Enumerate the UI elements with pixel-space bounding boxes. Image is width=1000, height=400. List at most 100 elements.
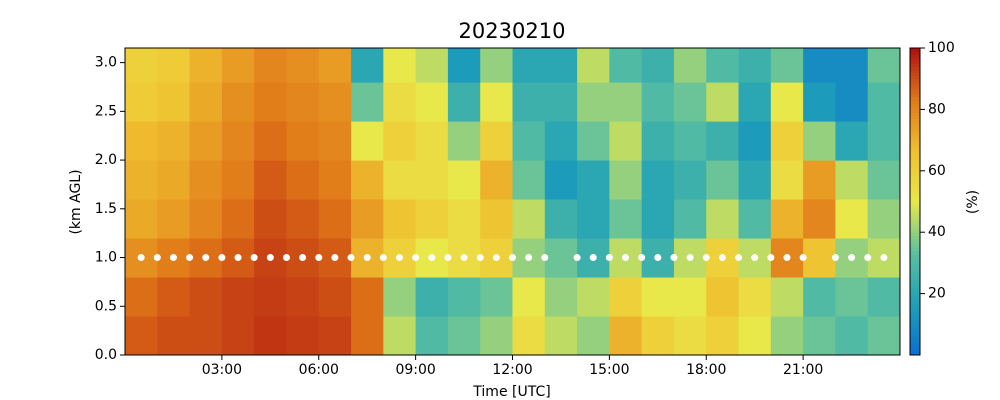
heatmap-cell — [383, 160, 417, 200]
heatmap-cell — [221, 160, 255, 200]
colorbar-segment — [910, 78, 920, 83]
marker — [186, 254, 194, 262]
heatmap-cell — [254, 316, 287, 356]
heatmap-cell — [867, 199, 901, 239]
colorbar-segment — [910, 97, 920, 101]
colorbar-segment — [910, 232, 920, 236]
heatmap-cell — [447, 277, 481, 317]
heatmap-cell — [673, 121, 707, 161]
colorbar-segment — [910, 290, 920, 295]
colorbar-segment — [910, 66, 920, 70]
heatmap-cell — [221, 82, 255, 122]
colorbar-segment — [910, 253, 920, 258]
heatmap-cell — [221, 316, 255, 356]
colorbar-segment — [910, 158, 920, 163]
heatmap-cell — [673, 316, 707, 356]
heatmap-cell — [738, 277, 772, 317]
colorbar-segment — [910, 63, 920, 67]
colorbar-segment — [910, 164, 920, 169]
marker — [347, 254, 355, 262]
heatmap-cell — [512, 316, 546, 356]
heatmap-cell — [189, 316, 223, 356]
colorbar-segment — [910, 299, 920, 304]
colorbar-segment — [910, 69, 920, 74]
marker — [573, 254, 581, 262]
heatmap-cell — [189, 82, 223, 122]
colorbar-segment — [910, 213, 920, 218]
colorbar-segment — [910, 216, 920, 221]
heatmap-cell — [221, 277, 255, 317]
colorbar-segment — [910, 84, 920, 89]
colorbar-segment — [910, 204, 920, 209]
heatmap-cell — [189, 277, 223, 317]
heatmap-cell — [544, 238, 578, 278]
colorbar-segment — [910, 269, 920, 273]
heatmap-cell — [189, 121, 223, 161]
colorbar-segment — [910, 149, 920, 153]
heatmap-cell — [706, 277, 740, 317]
marker — [363, 254, 371, 262]
colorbar-segment — [910, 241, 920, 245]
heatmap-cell — [383, 121, 417, 161]
heatmap-cell — [609, 199, 643, 239]
heatmap-cell — [706, 82, 740, 122]
heatmap-cell — [383, 316, 417, 356]
heatmap-cell — [867, 160, 901, 200]
heatmap-cell — [286, 121, 320, 161]
colorbar-segment — [910, 318, 920, 322]
colorbar-tick-label: 100 — [928, 40, 955, 56]
colorbar-segment — [910, 229, 920, 233]
heatmap-cell — [415, 82, 449, 122]
heatmap-cell — [480, 160, 513, 200]
heatmap-cell — [867, 316, 901, 356]
heatmap-cell — [803, 277, 836, 317]
heatmap-cell — [706, 48, 740, 83]
colorbar-segment — [910, 272, 920, 276]
heatmap-cell — [447, 82, 481, 122]
heatmap-cell — [544, 277, 578, 317]
marker — [751, 254, 759, 262]
colorbar-segment — [910, 259, 920, 264]
heatmap-cell — [512, 160, 546, 200]
heatmap-cell — [415, 277, 449, 317]
heatmap-cell — [351, 199, 384, 239]
heatmap-cell — [609, 82, 643, 122]
colorbar-segment — [910, 293, 920, 298]
heatmap-cell — [512, 121, 546, 161]
heatmap-cell — [480, 277, 513, 317]
marker — [218, 254, 226, 262]
colorbar-segment — [910, 152, 920, 156]
heatmap-cell — [254, 199, 287, 239]
marker — [541, 254, 549, 262]
heatmap-cell — [641, 121, 675, 161]
colorbar-segment — [910, 219, 920, 224]
heatmap-cell — [351, 316, 384, 356]
heatmap-cell — [835, 48, 869, 83]
heatmap-cell — [480, 48, 513, 83]
heatmap-cell — [577, 82, 610, 122]
heatmap-cell — [125, 121, 158, 161]
marker — [670, 254, 678, 262]
heatmap-cell — [415, 160, 449, 200]
y-tick-label: 0.0 — [95, 347, 117, 363]
heatmap-cell — [415, 316, 449, 356]
marker — [282, 254, 290, 262]
colorbar-segment — [910, 115, 920, 120]
colorbar-segment — [910, 48, 920, 52]
colorbar-segment — [910, 281, 920, 285]
colorbar-segment — [910, 226, 920, 230]
colorbar-segment — [910, 195, 920, 199]
marker — [767, 254, 775, 262]
heatmap-cell — [480, 199, 513, 239]
heatmap-cell — [318, 48, 352, 83]
heatmap-cell — [835, 316, 869, 356]
colorbar-tick-label: 60 — [928, 163, 946, 179]
x-tick-label: 03:00 — [202, 362, 242, 378]
heatmap-cell — [383, 82, 417, 122]
heatmap-cell — [544, 48, 578, 83]
heatmap-cell — [835, 121, 869, 161]
colorbar-segment — [910, 94, 920, 98]
heatmap-cell — [351, 48, 384, 83]
heatmap-cell — [318, 121, 352, 161]
